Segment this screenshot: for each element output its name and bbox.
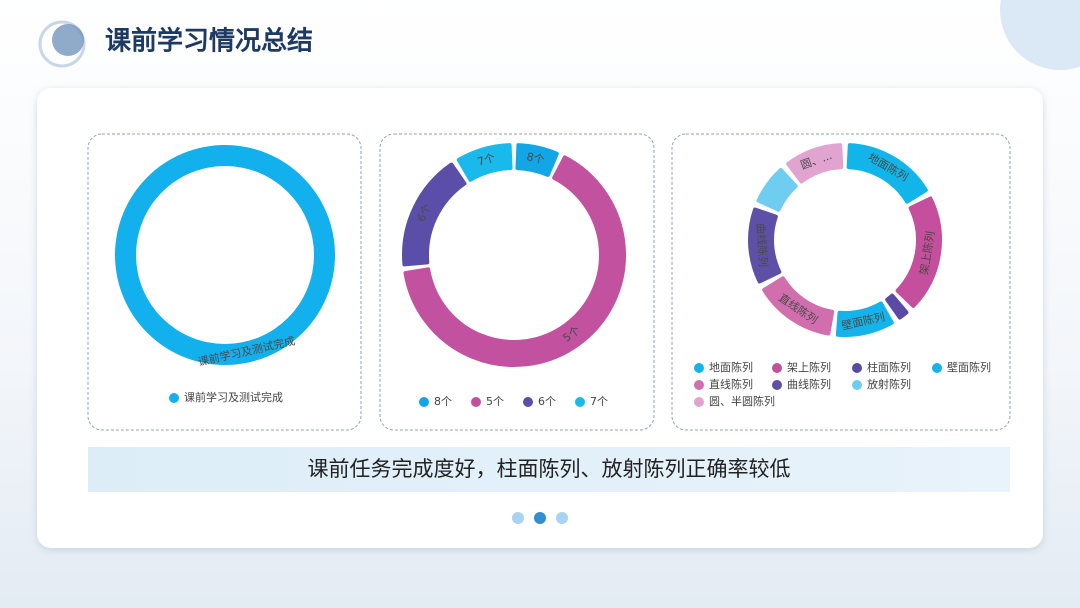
slice-label: 7个 (476, 151, 497, 169)
panel (671, 133, 1011, 431)
legend-marker (772, 380, 782, 390)
legend-label: 放射陈列 (867, 377, 911, 391)
legend-marker (694, 380, 704, 390)
card (37, 88, 1043, 548)
summary-text: 课前任务完成度好，柱面陈列、放射陈列正确率较低 (308, 457, 791, 481)
donut-slice (748, 207, 782, 284)
panel (379, 133, 655, 431)
panel (87, 133, 362, 431)
legend-marker (575, 397, 585, 407)
slice-label: 8个 (525, 150, 545, 167)
legend-label: 直线陈列 (709, 377, 753, 391)
legend-marker (694, 363, 704, 373)
page-dot[interactable] (534, 512, 546, 524)
legend-label: 壁面陈列 (947, 360, 991, 374)
legend-label: 地面陈列 (709, 360, 753, 374)
donut-slice (835, 301, 894, 337)
donut-slice (402, 162, 467, 267)
donut-slice (846, 143, 928, 204)
donut-slice (456, 143, 513, 182)
legend-marker (932, 363, 942, 373)
legend-label: 7个 (590, 395, 608, 408)
donut-slice (786, 143, 844, 184)
legend-marker (694, 397, 704, 407)
legend-marker (419, 397, 429, 407)
legend-marker (852, 380, 862, 390)
logo-dot (52, 24, 84, 56)
legend-marker (169, 393, 179, 403)
legend-label: 架上陈列 (787, 360, 831, 374)
legend-label: 6个 (538, 395, 556, 408)
page-dot[interactable] (556, 512, 568, 524)
legend-label: 圆、半圆陈列 (709, 394, 775, 408)
donut-slice (885, 293, 909, 320)
legend-label: 柱面陈列 (867, 360, 911, 374)
donut-slice (515, 143, 559, 177)
donut-slice (403, 155, 626, 367)
page-dot[interactable] (512, 512, 524, 524)
legend-label: 曲线陈列 (787, 377, 831, 391)
legend-marker (523, 397, 533, 407)
slice-label: 架上陈列 (917, 230, 938, 276)
slice-label: 曲线陈列 (754, 223, 771, 268)
logo-ring (38, 20, 86, 68)
legend-label: 课前学习及测试完成 (184, 390, 283, 404)
legend-label: 8个 (434, 395, 452, 408)
donut-slice (895, 196, 942, 308)
deco-circle (1000, 0, 1080, 70)
legend-marker (852, 363, 862, 373)
donut-slice (756, 167, 798, 212)
donut-slice (762, 276, 835, 336)
legend-marker (471, 397, 481, 407)
legend-label: 5个 (486, 395, 504, 408)
legend-marker (772, 363, 782, 373)
summary-band (88, 447, 1010, 492)
page-title: 课前学习情况总结 (105, 26, 313, 57)
